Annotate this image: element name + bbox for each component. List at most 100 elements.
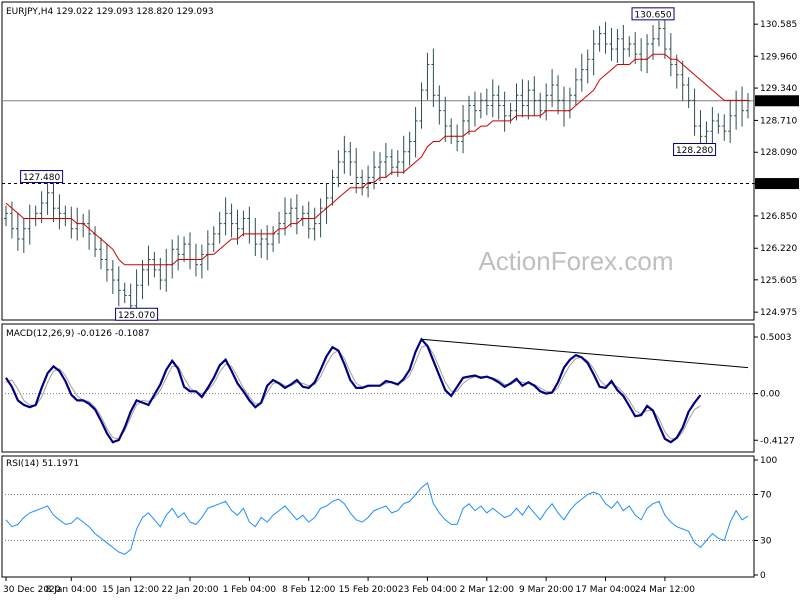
price-bar [104, 243, 109, 282]
price-bar [401, 135, 406, 174]
rsi-tick-label: 30 [760, 537, 772, 547]
price-bar [413, 107, 418, 158]
price-bar [461, 105, 466, 154]
rsi-panel-frame [1, 455, 755, 578]
price-annotation-box [115, 307, 159, 321]
price-bar [472, 91, 477, 127]
price-bar [57, 194, 62, 230]
price-bar [716, 113, 721, 134]
price-annotations: 127.480 125.070 130.650 128.280 [20, 7, 717, 321]
price-bar [609, 28, 614, 61]
price-tick-label: 126.850 [760, 212, 797, 222]
price-tick-label: 130.585 [760, 20, 797, 30]
price-bar [597, 25, 602, 52]
price-bar [146, 245, 151, 286]
price-bar [627, 36, 632, 57]
rsi-panel-title: RSI(14) 51.1971 [6, 459, 79, 469]
price-bar [573, 68, 578, 106]
rsi-tick-label: 100 [760, 456, 777, 466]
price-bar [294, 194, 299, 235]
price-panel-frame [1, 1, 755, 321]
macd-tick-label: 0.00 [760, 390, 780, 400]
price-bar [39, 191, 44, 224]
price-annotation-label: 130.650 [634, 10, 671, 20]
macd-panel: MACD(12,26,9) -0.0126 -0.1087 0.5003 0.00… [1, 323, 795, 453]
price-bar [330, 169, 335, 206]
price-bar [383, 143, 388, 178]
rsi-tick-label: 0 [760, 571, 766, 581]
rsi-tick-label: 70 [760, 491, 772, 501]
price-bar [425, 52, 430, 100]
price-bar [698, 110, 703, 149]
rsi-line [5, 482, 749, 555]
price-annotation-box [631, 7, 675, 21]
current-price-badge: 129.093 [755, 95, 799, 107]
price-bar [288, 198, 293, 228]
macd-tick-label: 0.5003 [760, 333, 792, 343]
price-bar [490, 79, 495, 118]
macd-panel-title: MACD(12,26,9) -0.0126 -0.1087 [6, 329, 150, 339]
macd-trendline [421, 338, 749, 369]
price-bar [710, 107, 715, 148]
price-bar [87, 209, 92, 250]
time-tick-label: 9 Mar 20:00 [519, 585, 574, 595]
macd-tick-label: -0.4127 [760, 436, 795, 446]
price-bar [318, 198, 323, 238]
price-bar [680, 60, 685, 101]
price-annotation: 125.070 [115, 307, 159, 321]
price-bar [443, 96, 448, 142]
price-bar [15, 212, 20, 251]
price-bar [348, 141, 353, 176]
level-badge-bg [755, 178, 799, 190]
price-bar [746, 93, 750, 119]
price-bar [484, 88, 489, 116]
price-annotation-box [673, 142, 717, 156]
time-tick-label: 17 Mar 04:00 [575, 585, 635, 595]
time-tick-label: 15 Feb 20:00 [339, 585, 398, 595]
price-annotation: 130.650 [631, 7, 675, 21]
price-panel: ActionForex.com EURJPY,H4 129.022 129.09… [1, 1, 799, 321]
price-bar [437, 85, 442, 125]
price-bar [722, 114, 727, 141]
price-bar [579, 53, 584, 92]
price-bar [692, 88, 697, 136]
price-bar [51, 183, 56, 223]
price-bar [496, 85, 501, 120]
price-tick-label: 126.220 [760, 244, 797, 254]
price-annotation-label: 125.070 [118, 311, 155, 321]
price-bar [508, 102, 513, 124]
price-bar [140, 260, 145, 300]
price-bar [377, 152, 382, 181]
price-bar [217, 211, 222, 244]
price-tick-label: 128.090 [760, 148, 797, 158]
time-tick-label: 23 Feb 04:00 [398, 585, 457, 595]
time-tick-label: 8 Jan 04:00 [46, 585, 98, 595]
price-bar [122, 282, 127, 304]
price-bar [223, 197, 228, 236]
price-bar [306, 201, 311, 239]
macd-panel-frame [1, 323, 755, 453]
price-bar [520, 79, 525, 118]
price-bar [158, 257, 163, 290]
price-annotation: 127.480 [20, 170, 64, 184]
price-bar [728, 99, 733, 144]
price-bar [265, 225, 270, 261]
price-bar [668, 33, 673, 77]
price-bar [502, 91, 507, 132]
price-bar [514, 83, 519, 121]
price-annotation-label: 128.280 [676, 146, 713, 156]
price-bar [312, 207, 317, 241]
price-bar [182, 236, 187, 263]
time-tick-label: 24 Mar 12:00 [635, 585, 695, 595]
macd-axis: 0.5003 0.00 -0.4127 [754, 333, 795, 446]
price-bar [336, 150, 341, 188]
time-tick-label: 30 Dec 2020 [3, 585, 61, 595]
time-tick-label: 1 Feb 04:00 [223, 585, 277, 595]
price-tick-label: 129.340 [760, 84, 797, 94]
price-bar [98, 237, 103, 270]
time-tick-label: 2 Mar 12:00 [460, 585, 515, 595]
price-bar [4, 205, 8, 227]
price-bar [674, 54, 679, 89]
price-bar [556, 75, 561, 115]
price-bar [241, 210, 246, 237]
